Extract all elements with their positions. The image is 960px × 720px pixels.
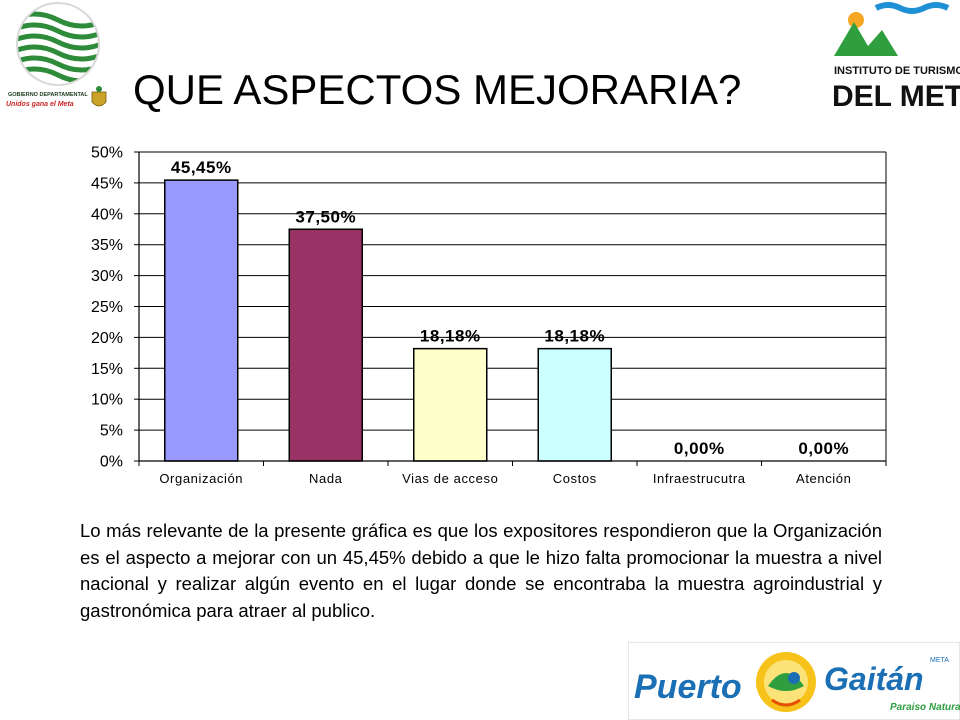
- bar-4: [537, 347, 612, 462]
- sun-parrot-icon: [756, 652, 816, 712]
- x-tick-label: Infraestrucutra: [653, 471, 746, 486]
- y-tick-label: 40%: [91, 206, 123, 223]
- x-tick-label: Atención: [796, 471, 851, 486]
- data-label: 18,18%: [420, 327, 481, 346]
- axes: [138, 152, 887, 462]
- logo-bottom-word1: Puerto: [634, 668, 742, 706]
- y-tick-label: 50%: [91, 145, 123, 162]
- coat-of-arms-icon: [91, 86, 107, 107]
- y-tick-label: 45%: [91, 175, 123, 192]
- sun-icon: [848, 12, 864, 28]
- y-tick-label: 20%: [91, 330, 123, 347]
- x-tick-label: Vias de acceso: [402, 471, 498, 486]
- logo-right-line1: INSTITUTO DE TURISMO: [834, 65, 960, 77]
- page-title: QUE ASPECTOS MEJORARIA?: [133, 66, 742, 113]
- y-tick-label: 30%: [91, 268, 123, 285]
- logo-bottom-word2: Gaitán: [824, 661, 924, 697]
- data-label: 0,00%: [674, 439, 725, 458]
- logo-right-line2: DEL META: [832, 80, 960, 113]
- y-tick-label: 25%: [91, 299, 123, 316]
- bar-2: [288, 228, 363, 462]
- bars: [164, 179, 612, 462]
- bar-3: [413, 347, 488, 462]
- y-tick-label: 15%: [91, 361, 123, 378]
- logo-left-line2: Unidos gana el Meta: [6, 101, 74, 108]
- y-tick-label: 10%: [91, 392, 123, 409]
- data-label: 18,18%: [544, 327, 605, 346]
- gridlines: [139, 151, 886, 431]
- x-tick-label: Nada: [309, 471, 343, 486]
- data-labels: 45,45% 37,50% 18,18% 18,18% 0,00% 0,00%: [171, 158, 849, 458]
- logo-left-line1: GOBIERNO DEPARTAMENTAL: [8, 92, 88, 98]
- bar-1: [164, 179, 239, 462]
- bar-chart: 0% 5% 10% 15% 20% 25% 30% 35% 40% 45% 50% 45,45% 37…: [91, 145, 887, 486]
- logo-bottom-tagline: Paraiso Natural: [890, 702, 960, 713]
- y-axis-ticks: 0% 5% 10% 15% 20% 25% 30% 35% 40% 45% 50%: [91, 145, 139, 471]
- x-tick-label: Costos: [553, 471, 597, 486]
- y-tick-label: 35%: [91, 237, 123, 254]
- instituto-turismo-logo: INSTITUTO DE TURISMO DEL META: [832, 2, 960, 113]
- y-tick-label: 0%: [100, 454, 123, 471]
- y-tick-label: 5%: [100, 423, 123, 440]
- data-label: 0,00%: [798, 439, 849, 458]
- chart-description: Lo más relevante de la presente gráfica …: [80, 520, 882, 621]
- logo-bottom-small: META: [930, 657, 949, 664]
- data-label: 45,45%: [171, 158, 232, 177]
- x-tick-label: Organización: [159, 471, 243, 486]
- data-label: 37,50%: [295, 207, 356, 226]
- puerto-gaitan-logo: Puerto Gaitán META Paraiso Natural: [628, 642, 960, 720]
- x-axis-ticks: Organización Nada Vias de acceso Costos Infr…: [138, 461, 887, 486]
- gobierno-departamental-logo: GOBIERNO DEPARTAMENTAL Unidos gana el Me…: [6, 2, 107, 108]
